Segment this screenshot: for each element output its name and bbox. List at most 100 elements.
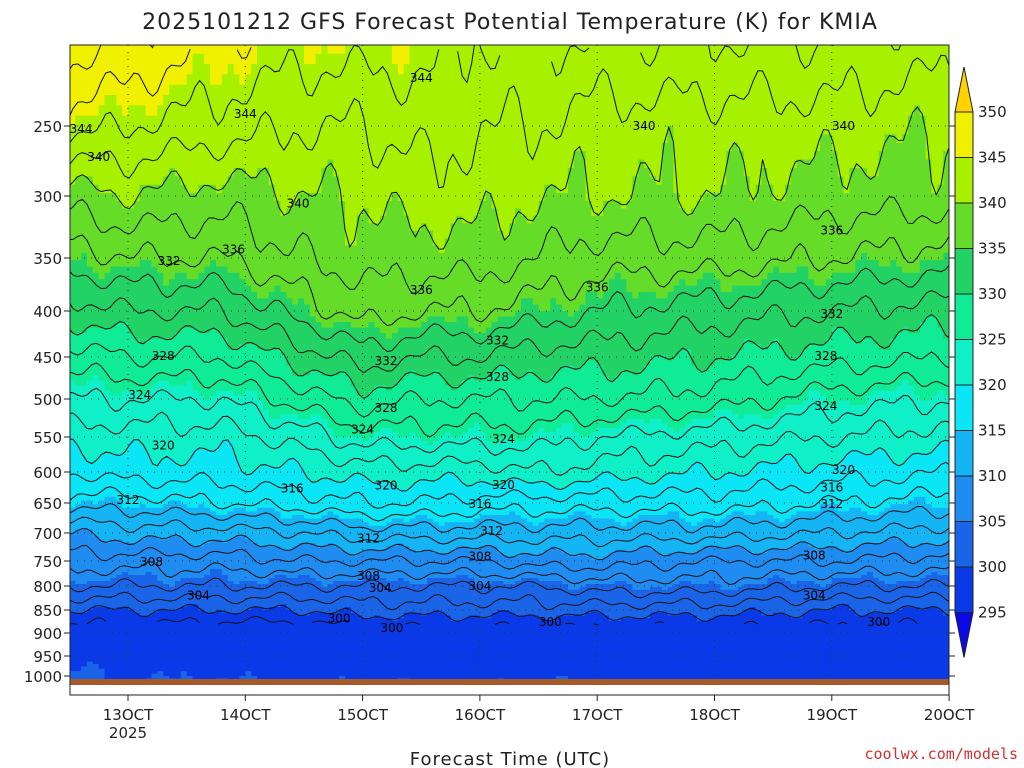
- contour-band-cell: [268, 45, 276, 186]
- contour-band-cell: [110, 266, 117, 329]
- contour-band-cell: [679, 581, 686, 614]
- contour-band-cell: [509, 441, 516, 479]
- contour-band-cell: [98, 668, 106, 682]
- contour-band-cell: [274, 285, 282, 351]
- contour-band-cell: [227, 441, 235, 512]
- contour-band-cell: [139, 260, 147, 345]
- contour-band-cell: [245, 344, 252, 392]
- contour-band-cell: [81, 529, 88, 585]
- contour-band-cell: [779, 612, 786, 682]
- contour-band-cell: [843, 453, 850, 512]
- contour-band-cell: [327, 584, 334, 614]
- dotted-gridlines: [70, 45, 949, 679]
- contour-band-cell: [339, 45, 346, 55]
- contour-band-cell: [345, 607, 352, 682]
- contour-band-cell: [339, 549, 346, 582]
- contour-band-cell: [691, 208, 698, 287]
- contour-band-cell: [380, 215, 387, 334]
- contour-band-cell: [837, 462, 845, 512]
- contour-band-cell: [227, 64, 235, 177]
- contour-band-cell: [216, 569, 223, 611]
- contour-band-cell: [691, 615, 698, 682]
- contour-band-cell: [216, 84, 223, 194]
- contour-band-cell: [890, 260, 897, 340]
- contour-band-cell: [198, 45, 205, 55]
- contour-band-cell: [70, 507, 76, 534]
- contour-band-cell: [198, 53, 205, 186]
- contour-band-cell: [198, 333, 205, 397]
- contour-label: 316: [468, 497, 491, 511]
- contour-band-cell: [796, 511, 804, 544]
- contour-band-cell: [262, 45, 270, 169]
- contour-band-cell: [169, 84, 176, 169]
- contour-band-cell: [526, 437, 534, 483]
- contour-band-cell: [386, 581, 393, 619]
- contour-band-cell: [790, 45, 798, 169]
- contour-band-cell: [216, 390, 223, 446]
- contour-band-cell: [339, 581, 346, 611]
- contour-band-cell: [427, 230, 434, 318]
- contour-band-cell: [233, 349, 241, 397]
- contour-band-cell: [843, 333, 850, 402]
- contour-band-cell: [738, 546, 745, 588]
- contour-band-cell: [210, 184, 217, 261]
- isentrope-314: [70, 502, 949, 534]
- contour-band-cell: [603, 518, 610, 558]
- contour-band-cell: [251, 511, 258, 544]
- contour-band-cell: [526, 578, 534, 617]
- contour-band-cell: [796, 159, 804, 268]
- contour-band-cell: [708, 478, 716, 520]
- contour-band-cell: [720, 184, 727, 293]
- contour-band-cell: [943, 507, 949, 544]
- contour-band-cell: [591, 478, 598, 520]
- contour-band-cell: [784, 184, 792, 274]
- contour-band-cell: [122, 322, 129, 392]
- contour-band-cell: [198, 546, 205, 579]
- contour-band-cell: [620, 279, 628, 371]
- contour-band-cell: [591, 291, 598, 361]
- contour-band-cell: [257, 349, 264, 402]
- contour-band-cell: [784, 355, 792, 406]
- contour-band-cell: [128, 105, 135, 209]
- contour-band-cell: [696, 418, 704, 463]
- contour-band-cell: [374, 615, 381, 682]
- contour-band-cell: [64, 328, 71, 382]
- contour-band-cell: [521, 553, 528, 579]
- x-year-label: 2025: [109, 724, 147, 742]
- contour-band-cell: [878, 581, 886, 614]
- contour-band-cell: [274, 466, 282, 512]
- contour-band-cell: [210, 395, 217, 451]
- contour-band-cell: [708, 546, 716, 582]
- contour-band-cell: [491, 515, 499, 547]
- contour-band-cell: [644, 481, 651, 516]
- contour-band-cell: [837, 578, 845, 605]
- contour-band-cell: [321, 327, 328, 377]
- contour-band-cell: [333, 437, 340, 483]
- contour-band-cell: [339, 676, 346, 682]
- contour-band-cell: [333, 45, 340, 55]
- contour-band-cell: [474, 380, 481, 424]
- contour-band-cell: [878, 45, 886, 152]
- contour-band-cell: [861, 615, 868, 682]
- contour-band-cell: [708, 272, 716, 366]
- contour-label: 316: [281, 482, 304, 496]
- contour-band-cell: [128, 45, 135, 106]
- contour-band-cell: [867, 515, 874, 544]
- colorbar-label: 295: [978, 604, 1007, 622]
- contour-band-cell: [767, 418, 774, 463]
- contour-band-cell: [779, 349, 786, 411]
- contour-band-cell: [720, 45, 727, 186]
- contour-band-cell: [573, 481, 581, 512]
- contour-band-cell: [825, 466, 833, 505]
- contour-band-cell: [767, 45, 774, 186]
- contour-band-cell: [198, 449, 205, 505]
- contour-band-cell: [98, 453, 106, 502]
- contour-band-cell: [122, 115, 129, 209]
- contour-band-cell: [251, 543, 258, 582]
- contour-band-cell: [262, 409, 270, 467]
- contour-band-cell: [515, 581, 522, 617]
- contour-band-cell: [174, 385, 182, 467]
- contour-band-cell: [139, 504, 147, 541]
- contour-band-cell: [902, 380, 909, 463]
- contour-band-cell: [544, 518, 551, 551]
